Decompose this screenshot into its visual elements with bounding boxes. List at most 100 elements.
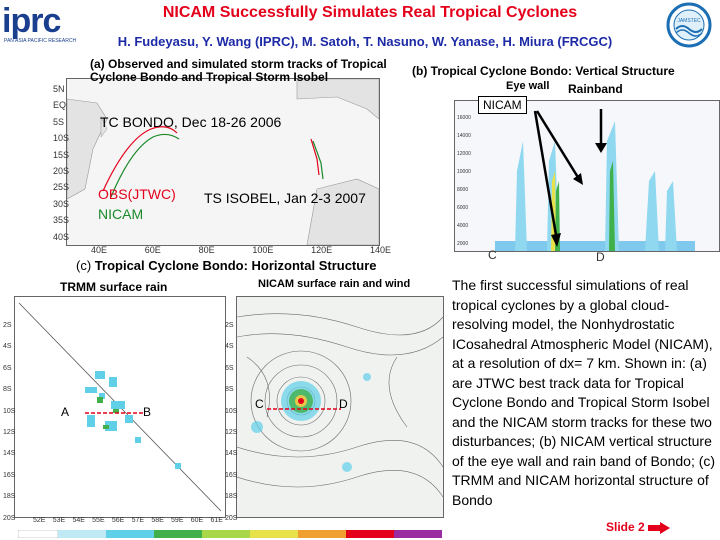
y-tick: 10S [225, 407, 238, 415]
panel-b-model-label: NICAM [478, 96, 527, 114]
nicam-title: NICAM surface rain and wind [258, 278, 411, 290]
y-tick: 18S [225, 493, 238, 501]
y-tick: 30S [53, 198, 70, 209]
rain-colorbar [18, 530, 442, 538]
y-tick: 16S [225, 471, 238, 479]
y-tick: 16S [3, 471, 16, 479]
nicam-y-ticks: 2S 4S 6S 8S 10S 12S 14S 16S 18S 20S [225, 315, 237, 529]
x-tick: 60E [190, 517, 204, 524]
eye-wall-label: Eye wall [506, 80, 550, 92]
y-tick: 14S [3, 450, 16, 458]
bondo-label: TC BONDO, Dec 18-26 2006 [100, 114, 282, 130]
y-tick: 8000 [457, 187, 469, 193]
vertical-section: 16000 14000 12000 10000 8000 6000 4000 2… [454, 100, 720, 252]
y-tick: 40S [53, 231, 70, 242]
x-tick: 60E [144, 245, 161, 255]
panel-c-prefix: (c) [76, 258, 92, 273]
y-tick: 2000 [457, 241, 469, 247]
slide-title: NICAM Successfully Simulates Real Tropic… [162, 4, 578, 21]
panel-b-caption: (b) Tropical Cyclone Bondo: Vertical Str… [412, 64, 675, 78]
y-tick: 12S [225, 429, 238, 437]
track-map-y-ticks: 5N EQ 5S 10S 15S 20S 25S 30S 35S 40S [53, 81, 69, 245]
logo-text: iprc [2, 2, 61, 40]
track-map: 5N EQ 5S 10S 15S 20S 25S 30S 35S 40S 40E… [53, 78, 391, 255]
x-tick: 120E [311, 245, 333, 255]
x-tick: 61E [210, 517, 223, 524]
y-tick: 8S [3, 386, 12, 394]
x-tick: 80E [198, 245, 215, 255]
slide-label: Slide 2 [606, 520, 645, 534]
y-tick: 10S [3, 407, 16, 415]
x-tick: 56E [111, 517, 125, 524]
y-tick: 5N [53, 84, 65, 94]
y-tick: 14000 [457, 133, 471, 139]
track-map-x-ticks: 40E 60E 80E 100E 120E 140E [91, 245, 391, 255]
point-d: D [339, 397, 348, 411]
y-tick: 2S [3, 322, 12, 329]
x-tick: 59E [171, 517, 184, 524]
y-tick: 6000 [457, 205, 469, 211]
x-tick: 40E [91, 245, 108, 255]
x-tick: 100E [252, 245, 274, 255]
y-tick: EQ [53, 100, 67, 111]
authors-line: H. Fudeyasu, Y. Wang (IPRC), M. Satoh, T… [117, 34, 613, 49]
trmm-title: TRMM surface rain [60, 280, 168, 294]
x-tick: 140E [369, 245, 391, 255]
y-tick: 4S [225, 343, 234, 351]
trmm-rain-map: 2S 4S 6S 8S 10S 12S 14S 16S 18S 20S 52E … [3, 296, 226, 524]
x-tick: 53E [52, 517, 66, 524]
nicam-rain-wind-graphic [236, 297, 444, 517]
point-b: B [143, 405, 152, 419]
y-tick: 35S [53, 215, 70, 226]
y-tick: 10000 [457, 169, 471, 175]
jamstec-seal-icon: JAMSTEC [666, 2, 712, 48]
x-tick: 55E [92, 517, 105, 524]
y-tick: 10S [53, 133, 70, 144]
next-arrow-icon [648, 521, 671, 534]
seal-text: JAMSTEC [677, 18, 701, 24]
point-c: C [255, 397, 264, 411]
y-tick: 18S [3, 493, 16, 501]
iprc-logo: iprc PAN ASIA PACIFIC RESEARCH [2, 4, 80, 44]
x-tick: 57E [131, 517, 145, 524]
y-tick: 16000 [457, 115, 471, 121]
section-point-c: C [488, 248, 497, 262]
track-map-graphic [66, 78, 380, 246]
y-tick: 6S [3, 364, 12, 372]
x-tick: 58E [151, 517, 164, 524]
slide-number: Slide 2 [606, 520, 671, 534]
description-text: The first successful simulations of real… [452, 277, 716, 508]
y-tick: 20S [3, 514, 16, 522]
y-tick: 14S [225, 450, 238, 458]
panel-c-caption: (c) Tropical Cyclone Bondo: Horizontal S… [76, 258, 377, 273]
section-point-d: D [596, 250, 605, 264]
legend-nicam: NICAM [98, 206, 144, 222]
vertical-y-ticks: 16000 14000 12000 10000 8000 6000 4000 2… [457, 109, 471, 253]
y-tick: 12000 [457, 151, 471, 157]
isobel-label: TS ISOBEL, Jan 2-3 2007 [204, 190, 366, 206]
y-tick: 8S [225, 386, 234, 394]
y-tick: 25S [53, 182, 70, 193]
trmm-x-ticks: 52E 53E 54E 55E 56E 57E 58E 59E 60E 61E [33, 517, 223, 524]
y-tick: 2S [225, 322, 234, 329]
y-tick: 5S [53, 116, 65, 127]
x-tick: 54E [72, 517, 85, 524]
rainband-label: Rainband [568, 82, 623, 96]
y-tick: 15S [53, 149, 70, 160]
trmm-rain-graphic [15, 297, 225, 517]
y-tick: 6S [225, 364, 234, 372]
legend-obs: OBS(JTWC) [98, 186, 176, 202]
y-tick: 12S [3, 429, 16, 437]
logo-subtitle: PAN ASIA PACIFIC RESEARCH [4, 38, 77, 44]
point-a: A [61, 405, 70, 419]
panel-c-title: Tropical Cyclone Bondo: Horizontal Struc… [94, 258, 377, 273]
y-tick: 20S [53, 166, 70, 177]
vertical-section-graphic [455, 101, 719, 251]
nicam-rain-wind-map: 2S 4S 6S 8S 10S 12S 14S 16S 18S 20S C D [225, 296, 444, 522]
trmm-y-ticks: 2S 4S 6S 8S 10S 12S 14S 16S 18S 20S [3, 315, 15, 529]
y-tick: 4000 [457, 223, 469, 229]
y-tick: 4S [3, 343, 12, 351]
panel-a-caption: (a) Observed and simulated storm tracks … [90, 57, 387, 84]
y-tick: 20S [225, 514, 238, 522]
x-tick: 52E [33, 517, 46, 524]
